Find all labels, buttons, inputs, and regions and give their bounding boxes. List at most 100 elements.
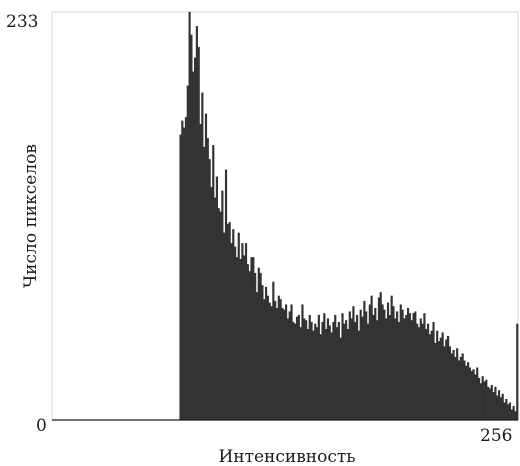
histogram-bar <box>341 313 344 420</box>
histogram-bar <box>503 402 506 420</box>
histogram-bar <box>337 321 340 420</box>
histogram-bar <box>319 334 322 420</box>
histogram-bar <box>217 208 220 420</box>
histogram-bar <box>499 397 502 420</box>
histogram-bar <box>368 304 371 420</box>
histogram-bar <box>488 388 492 420</box>
histogram-bar <box>312 330 315 420</box>
histogram-bar <box>285 304 288 420</box>
histogram-bar <box>447 335 450 420</box>
histogram-bar <box>286 318 289 420</box>
histogram-bar <box>306 328 310 420</box>
y-tick-label-zero: 0 <box>36 416 47 436</box>
histogram-bar <box>237 232 240 420</box>
histogram-bar <box>221 190 224 420</box>
histogram-bar <box>465 365 468 420</box>
histogram-bar <box>223 232 226 420</box>
histogram-bar <box>239 258 242 420</box>
histogram-bar <box>357 330 360 420</box>
histogram-bar <box>232 229 235 420</box>
histogram-bar <box>201 92 204 421</box>
histogram-bar <box>279 299 282 420</box>
histogram-bar <box>425 328 428 420</box>
histogram-bar <box>406 307 410 420</box>
histogram-bar <box>392 306 395 420</box>
histogram-bar <box>310 321 313 420</box>
histogram-bar <box>250 257 253 420</box>
histogram-bars <box>179 12 519 421</box>
histogram-bar <box>255 292 259 420</box>
histogram-bar <box>419 318 422 420</box>
histogram-bar <box>252 257 255 420</box>
histogram-bar <box>423 313 426 420</box>
histogram-bar <box>328 325 331 420</box>
histogram-bar <box>183 127 186 420</box>
histogram-bar <box>481 376 484 420</box>
histogram-bar <box>197 47 200 421</box>
histogram-bar <box>246 264 249 420</box>
histogram-bar <box>397 321 401 420</box>
histogram-bar <box>508 402 512 420</box>
histogram-bar <box>303 318 306 420</box>
histogram-bar <box>366 323 370 420</box>
histogram-bar <box>472 369 475 420</box>
histogram-bar <box>450 353 453 420</box>
histogram-bar <box>441 332 444 420</box>
histogram-bar <box>485 379 488 420</box>
histogram-bar <box>448 346 451 420</box>
histogram-bar <box>199 124 202 420</box>
histogram-bar <box>452 349 455 420</box>
histogram-bar <box>496 395 499 420</box>
histogram-bar <box>394 318 397 420</box>
histogram-bar <box>516 323 519 420</box>
histogram-bar <box>326 318 330 420</box>
histogram-bar <box>288 311 291 420</box>
histogram-bar <box>234 246 237 420</box>
histogram-bar <box>514 411 517 420</box>
histogram-bar <box>494 386 497 420</box>
histogram-bar <box>295 316 299 420</box>
histogram-bar <box>430 330 433 420</box>
histogram-bar <box>408 313 411 420</box>
histogram-bar <box>461 353 464 420</box>
histogram-bar <box>363 300 366 420</box>
histogram-bar <box>437 341 441 420</box>
histogram-bar <box>410 320 413 420</box>
histogram-bar <box>226 223 229 420</box>
histogram-bar <box>377 297 381 420</box>
histogram-bar <box>343 323 346 420</box>
histogram-bar <box>274 300 277 420</box>
histogram-bar <box>354 321 357 420</box>
histogram-bar <box>372 314 375 420</box>
histogram-bar <box>414 311 417 420</box>
histogram-bar <box>470 370 473 420</box>
histogram-bar <box>352 306 355 420</box>
histogram-bar <box>186 85 189 421</box>
histogram-bar <box>507 404 510 420</box>
x-axis-label: Интенсивность <box>218 447 355 466</box>
histogram-bar <box>214 197 217 420</box>
histogram-bar <box>210 187 213 420</box>
histogram-bar <box>224 169 228 420</box>
histogram-bar <box>476 367 479 420</box>
histogram-bar <box>403 318 406 420</box>
histogram-bar <box>261 285 264 420</box>
histogram-bar <box>426 323 430 420</box>
histogram-bar <box>272 281 275 420</box>
histogram-bar <box>383 309 386 420</box>
histogram-bar <box>374 307 377 420</box>
histogram-bar <box>206 138 209 420</box>
histogram-bar <box>443 346 446 420</box>
histogram-bar <box>405 314 408 420</box>
histogram-bar <box>263 299 266 420</box>
histogram-bar <box>283 309 286 420</box>
histogram-bar <box>477 377 481 420</box>
histogram-bar <box>412 313 415 420</box>
histogram-bar <box>436 330 439 420</box>
histogram-bar <box>428 334 431 420</box>
histogram-bar <box>346 328 350 420</box>
histogram-bar <box>215 176 218 420</box>
histogram-bar <box>268 302 271 420</box>
histogram-bar <box>434 342 437 420</box>
